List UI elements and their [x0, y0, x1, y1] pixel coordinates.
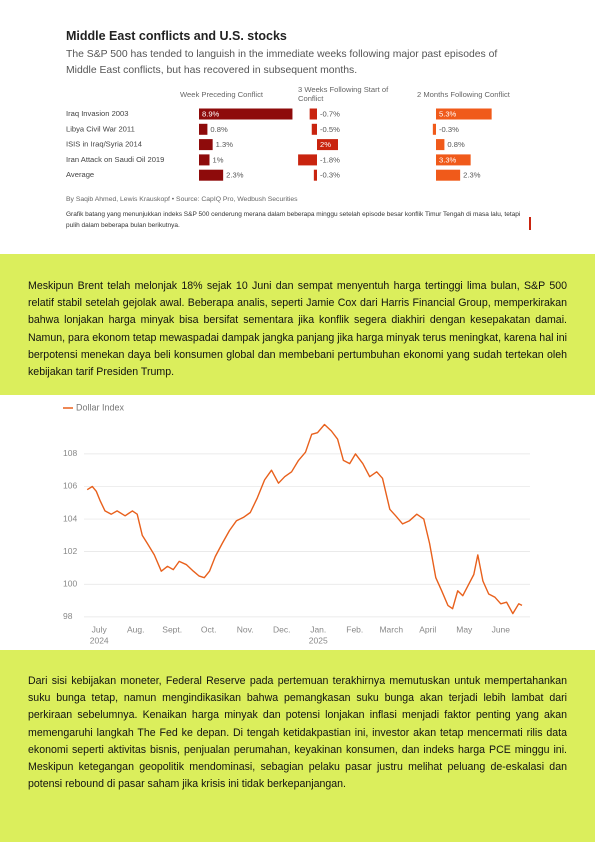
bar — [199, 139, 213, 151]
value-label: -0.5% — [320, 125, 340, 134]
value-label: -1.8% — [320, 155, 340, 164]
row-label: Libya Civil War 2011 — [66, 124, 135, 133]
bar — [199, 123, 208, 135]
x-tick-label: Oct. — [201, 624, 217, 634]
value-label: -0.3% — [439, 125, 459, 134]
value-label: 5.3% — [439, 110, 457, 119]
text-section: Meskipun Brent telah melonjak 18% sejak … — [0, 254, 595, 395]
bar — [436, 139, 445, 151]
data-line — [86, 423, 523, 615]
x-tick-year: 2025 — [309, 635, 328, 645]
column-header: Week Preceding Conflict — [180, 90, 264, 99]
value-label: 8.9% — [202, 110, 220, 119]
x-tick-label: June — [492, 624, 511, 634]
bar — [313, 169, 317, 181]
text-section: Dari sisi kebijakan moneter, Federal Res… — [0, 650, 595, 842]
bar — [311, 123, 317, 135]
chart-source: By Saqib Ahmed, Lewis Krauskopf • Source… — [66, 196, 298, 203]
column-header: 2 Months Following Conflict — [417, 90, 510, 99]
row-label: Iran Attack on Saudi Oil 2019 — [66, 155, 164, 164]
row-label: Iraq Invasion 2003 — [66, 109, 128, 118]
y-tick-label: 98 — [63, 611, 73, 621]
bar — [199, 154, 210, 166]
y-tick-label: 102 — [63, 546, 77, 556]
y-tick-label: 108 — [63, 448, 77, 458]
paragraph: Dari sisi kebijakan moneter, Federal Res… — [28, 675, 567, 791]
value-label: 2% — [320, 140, 331, 149]
bar — [436, 108, 492, 120]
bar — [436, 169, 461, 181]
bar — [432, 123, 436, 135]
value-label: 0.8% — [447, 140, 465, 149]
bar-figure: Middle East conflicts and U.S. stocks Th… — [0, 0, 595, 254]
value-label: 1.3% — [216, 140, 234, 149]
bar — [298, 154, 317, 166]
decoration — [529, 217, 531, 230]
bar — [317, 139, 338, 151]
legend-label: Dollar Index — [76, 402, 125, 412]
bar — [436, 154, 471, 166]
chart-subtitle: The S&P 500 has tended to languish in th… — [66, 49, 498, 76]
paragraph: Meskipun Brent telah melonjak 18% sejak … — [28, 280, 567, 379]
y-tick-label: 100 — [63, 579, 77, 589]
line-chart: 98 100 102 104 106 108 July Aug. Sept. Oct. Nov. De… — [63, 402, 530, 645]
x-tick-label: Dec. — [273, 624, 290, 634]
bar-chart: Iraq Invasion 2003 Libya Civil War 2011 IS… — [66, 108, 531, 230]
chart-title: Middle East conflicts and U.S. stocks — [66, 29, 287, 43]
bar — [309, 108, 317, 120]
value-label: 2.3% — [226, 171, 244, 180]
value-label: 2.3% — [463, 171, 481, 180]
x-tick-label: May — [456, 624, 473, 634]
value-label: -0.7% — [320, 110, 340, 119]
y-tick-label: 104 — [63, 513, 77, 523]
x-tick-label: Nov. — [237, 624, 254, 634]
bar — [199, 169, 224, 181]
x-tick-label: Feb. — [346, 624, 363, 634]
x-tick-label: April — [419, 624, 436, 634]
chart-caption: Grafik batang yang menunjukkan indeks S&… — [66, 211, 521, 229]
x-tick-year: 2024 — [90, 635, 109, 645]
bar — [199, 108, 293, 120]
x-tick-label: Sept. — [162, 624, 182, 634]
value-label: 0.8% — [210, 125, 228, 134]
row-label: ISIS in Iraq/Syria 2014 — [66, 140, 142, 149]
column-header: 3 Weeks Following Start of Conflict — [298, 85, 389, 103]
x-tick-label: Aug. — [127, 624, 145, 634]
x-tick-label: March — [379, 624, 403, 634]
row-label: Average — [66, 170, 94, 179]
y-tick-label: 106 — [63, 481, 77, 491]
x-tick-label: Jan. — [310, 624, 326, 634]
value-label: 1% — [213, 155, 224, 164]
value-label: -0.3% — [320, 171, 340, 180]
x-tick-label: July — [92, 624, 108, 634]
value-label: 3.3% — [439, 155, 457, 164]
